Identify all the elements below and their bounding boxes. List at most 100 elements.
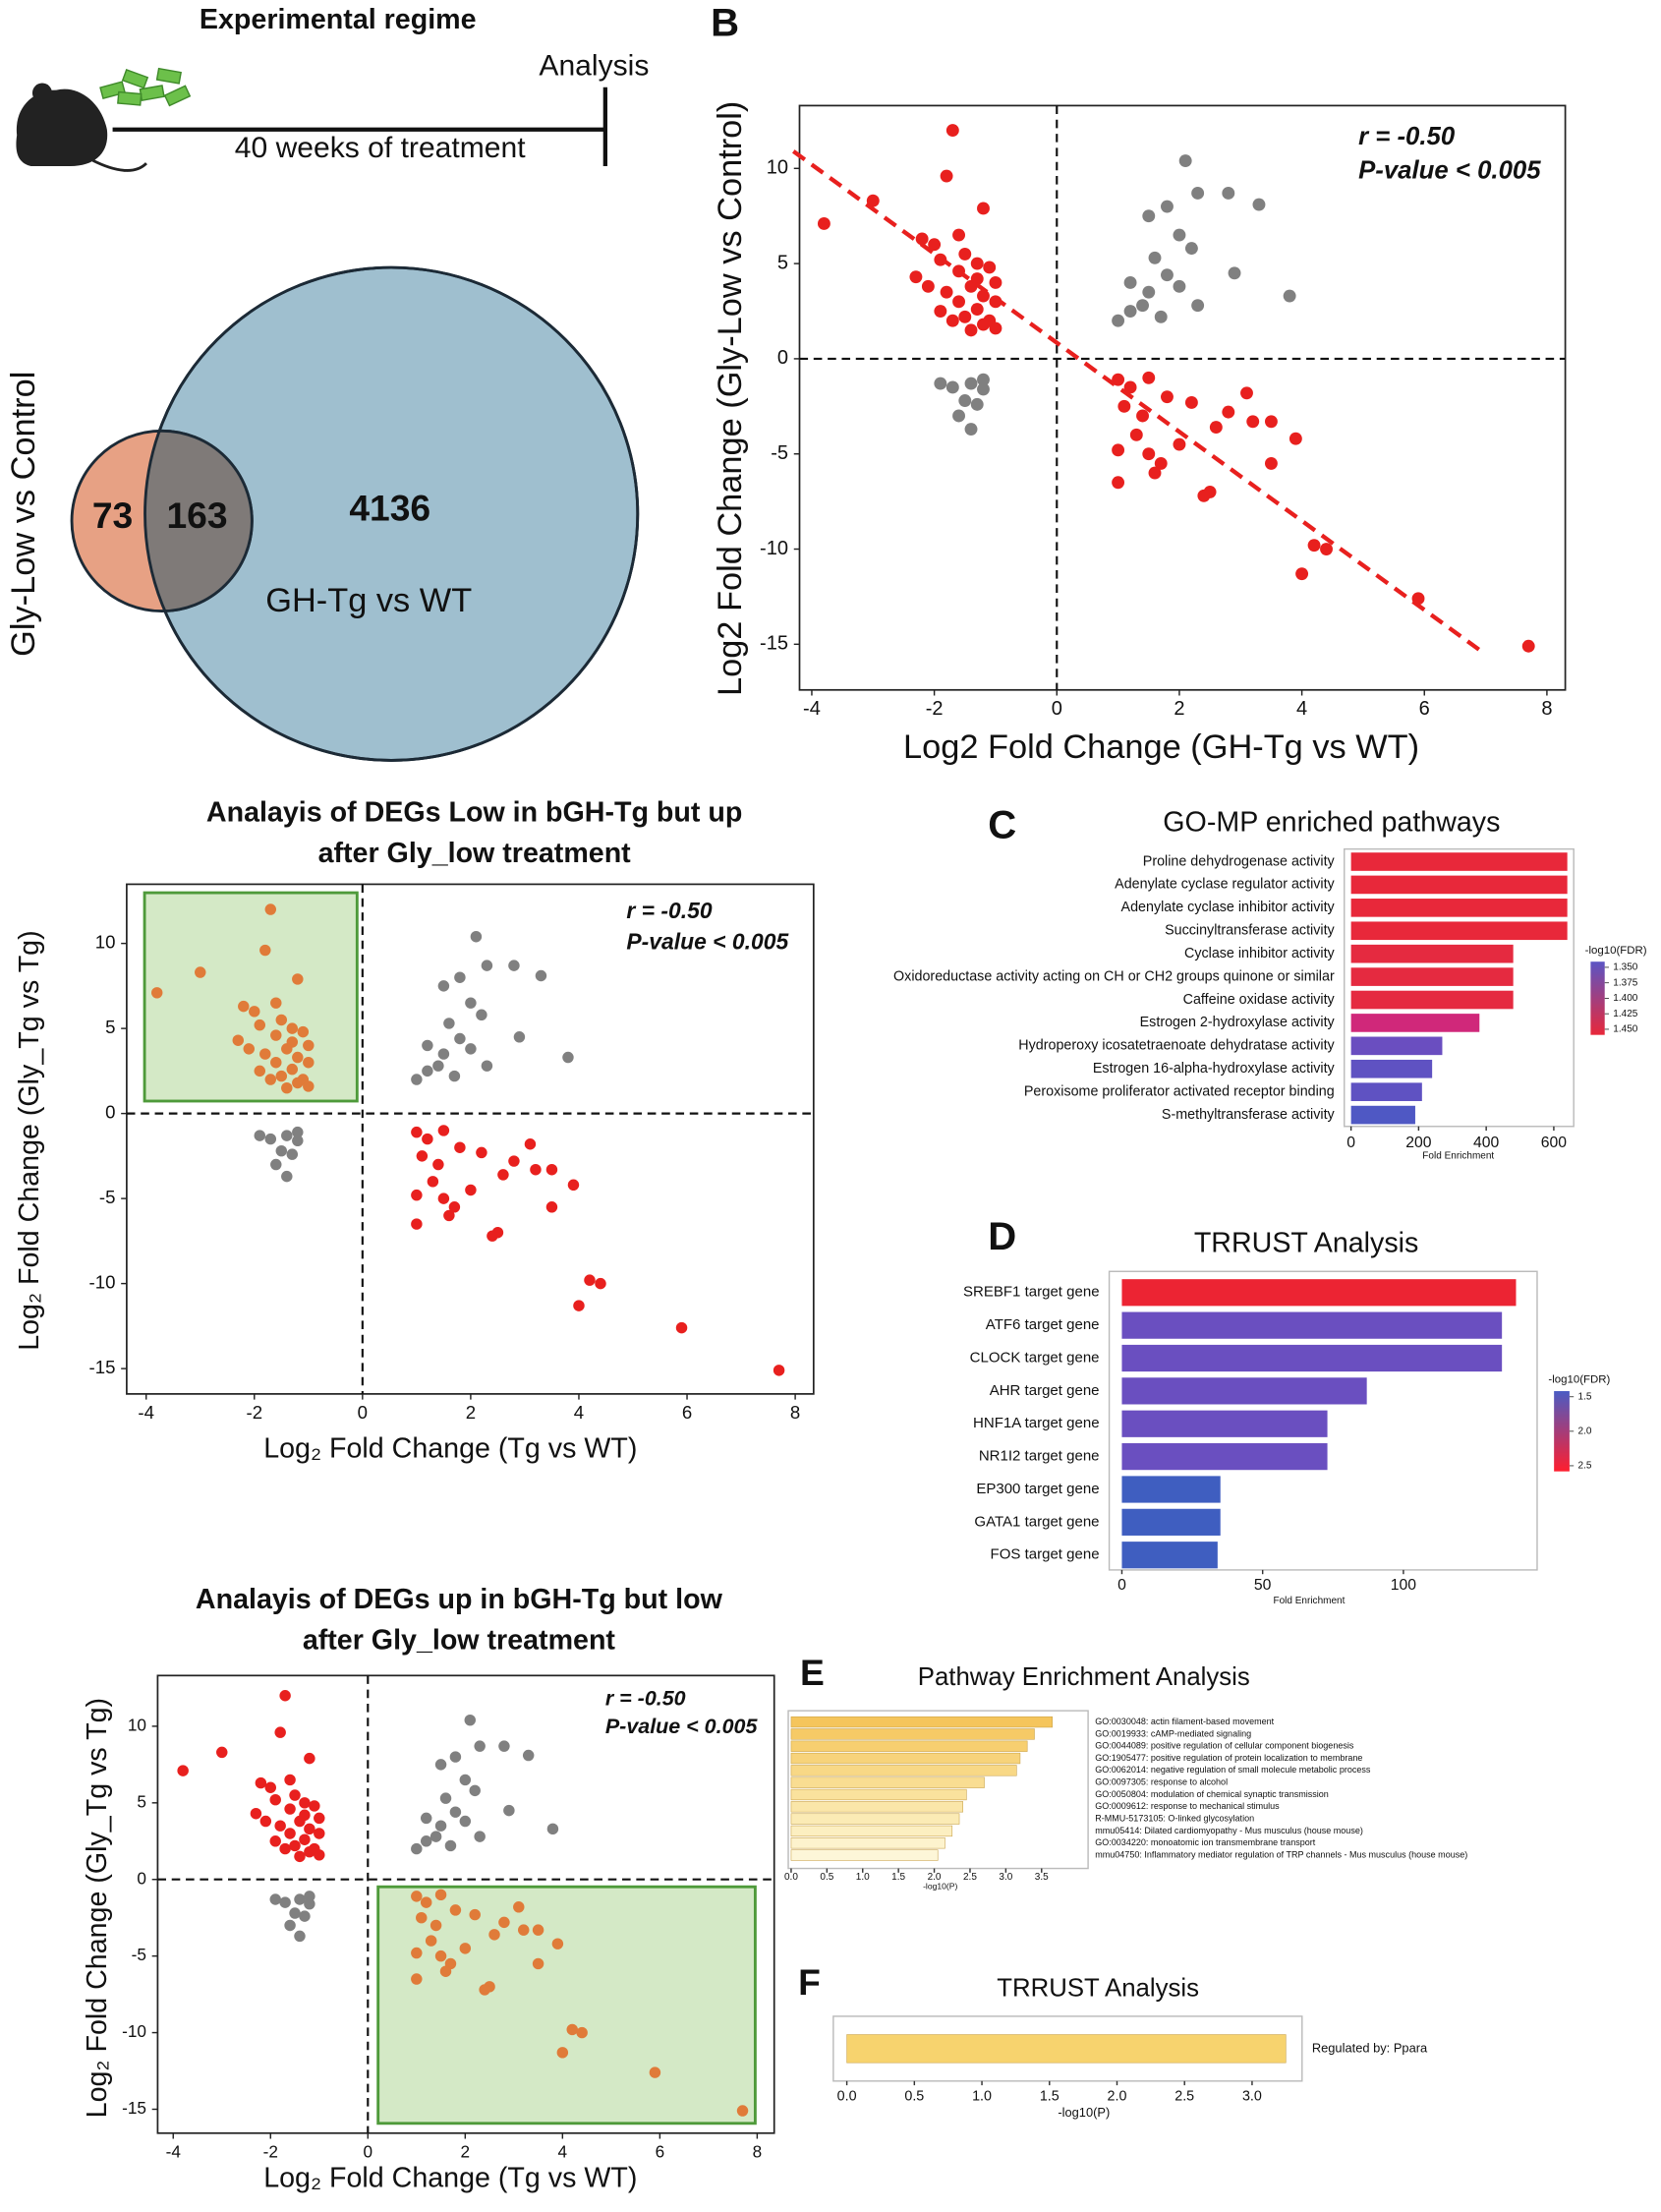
y-tick-label: 5 [105, 1017, 115, 1037]
bar [1350, 1059, 1433, 1078]
point [1252, 198, 1266, 211]
category-label: Hydroperoxy icosatetraenoate dehydratase… [1018, 1038, 1335, 1054]
bar [1350, 852, 1568, 871]
x-axis-label: Fold Enrichment [1273, 1596, 1345, 1606]
point [439, 1792, 452, 1804]
point [250, 1808, 262, 1820]
point [269, 1835, 281, 1847]
bar [1350, 990, 1514, 1010]
point [411, 1947, 423, 1959]
point [281, 1170, 293, 1183]
colorbar-tick-label: 2.0 [1578, 1426, 1592, 1436]
x-tick-label: 2.5 [1174, 2088, 1194, 2104]
x-axis-label: -log10(P) [1058, 2105, 1110, 2120]
point [562, 1051, 574, 1064]
chart-title: TRRUST Analysis [1194, 1228, 1419, 1259]
point [232, 1034, 244, 1046]
point [1289, 432, 1302, 445]
point [1123, 380, 1137, 394]
colorbar-tick-label: 1.5 [1578, 1391, 1592, 1402]
point [921, 279, 935, 293]
point [983, 261, 997, 274]
point [309, 1800, 320, 1812]
point [286, 1063, 299, 1076]
point [952, 409, 965, 423]
point [434, 1820, 447, 1832]
food-pellets [99, 67, 192, 107]
point [279, 1842, 291, 1855]
point [977, 373, 990, 386]
x-tick-label: -4 [803, 698, 821, 720]
x-tick-label: 2 [1174, 698, 1184, 720]
y-tick-label: -5 [771, 442, 788, 464]
colorbar [1590, 961, 1605, 1035]
point [958, 310, 972, 323]
bar [790, 1837, 945, 1849]
plot-frame [798, 104, 1567, 691]
panel-letter: E [800, 1652, 825, 1693]
point [444, 1839, 457, 1852]
point [481, 960, 493, 971]
x-tick-label: 3.0 [999, 1872, 1012, 1883]
point [465, 1043, 477, 1055]
point [1307, 539, 1321, 553]
point [275, 1144, 288, 1157]
point [1184, 395, 1198, 409]
plot-frame [1344, 847, 1575, 1128]
point [411, 1074, 423, 1085]
category-label: GO:0044089: positive regulation of cellu… [1095, 1741, 1354, 1751]
y-tick-label: 0 [777, 347, 788, 369]
category-label: GO:0034220: monoatomic ion transmembrane… [1095, 1837, 1315, 1847]
point [1142, 285, 1156, 299]
bar [790, 1801, 963, 1813]
point [292, 1126, 304, 1138]
x-tick-label: 4 [1296, 698, 1307, 720]
point [269, 1793, 281, 1806]
point [513, 1901, 525, 1913]
mouse-tail [91, 158, 147, 172]
bar [1121, 1279, 1517, 1307]
point [573, 1300, 585, 1311]
x-tick-label: -2 [263, 2141, 278, 2161]
point [299, 1834, 311, 1845]
point [249, 1006, 260, 1018]
point [470, 930, 483, 943]
point [294, 1930, 306, 1943]
y-tick-label: 0 [105, 1102, 115, 1123]
point [595, 1277, 606, 1290]
point [1123, 305, 1137, 318]
point [952, 295, 965, 309]
point [449, 1904, 462, 1916]
point [1228, 266, 1241, 280]
point [238, 1000, 250, 1013]
category-label: Adenylate cyclase inhibitor activity [1121, 900, 1336, 915]
category-label: mmu05414: Dilated cardiomyopathy - Mus m… [1095, 1826, 1363, 1835]
point [411, 1126, 423, 1138]
y-tick-label: -10 [760, 538, 788, 559]
point [430, 1919, 442, 1932]
point [970, 257, 984, 270]
point [817, 217, 830, 230]
point [292, 1077, 304, 1089]
point [964, 377, 978, 390]
category-label: Regulated by: Ppara [1312, 2040, 1428, 2055]
point [270, 1158, 282, 1171]
point [1136, 299, 1149, 313]
point [448, 1201, 461, 1213]
point [1222, 187, 1235, 200]
point [437, 1193, 450, 1204]
point [1112, 314, 1125, 327]
point [989, 321, 1002, 335]
category-label: S-methyltransferase activity [1162, 1107, 1336, 1123]
category-label: ATF6 target gene [986, 1316, 1100, 1333]
point [443, 1209, 455, 1222]
x-tick-label: 600 [1541, 1135, 1568, 1151]
point [264, 903, 277, 915]
point [970, 272, 984, 286]
chart-title: Analayis of DEGs up in bGH-Tg but low [196, 1584, 723, 1615]
point [474, 1831, 486, 1842]
venn-outline [143, 265, 640, 762]
bar [1121, 1377, 1367, 1405]
regime-title: Experimental regime [200, 4, 477, 35]
plot-frame [156, 1674, 775, 2134]
